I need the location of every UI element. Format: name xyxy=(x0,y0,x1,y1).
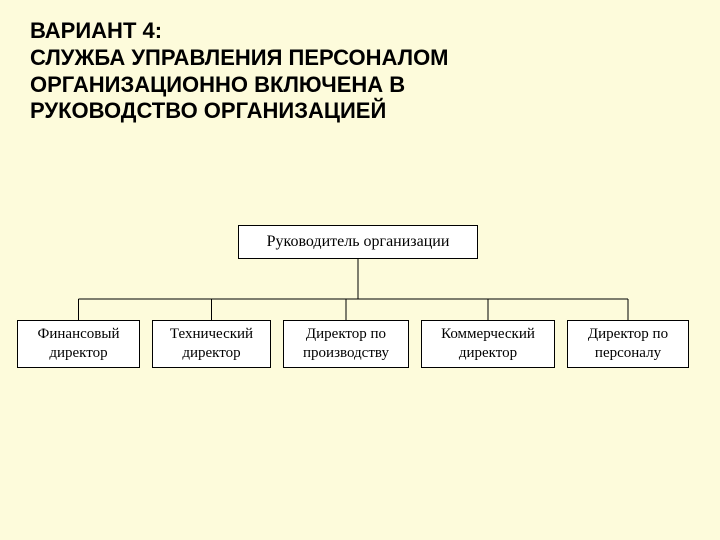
label-line2: производству xyxy=(303,345,389,361)
org-root-node: Руководитель организации xyxy=(238,225,478,259)
org-child-node: Директор по производству xyxy=(283,320,409,368)
label-line1: Технический xyxy=(170,326,253,342)
label-line1: Директор по xyxy=(588,326,668,342)
label-line1: Финансовый xyxy=(38,326,120,342)
title-line: РУКОВОДСТВО ОРГАНИЗАЦИЕЙ xyxy=(30,98,449,125)
org-child-label: Финансовый директор xyxy=(38,325,120,363)
label-line1: Коммерческий xyxy=(441,326,535,342)
org-child-label: Директор по производству xyxy=(303,325,389,363)
label-line2: директор xyxy=(182,345,240,361)
label-line1: Директор по xyxy=(306,326,386,342)
slide-title: ВАРИАНТ 4:СЛУЖБА УПРАВЛЕНИЯ ПЕРСОНАЛОМОР… xyxy=(30,18,449,125)
org-child-label: Технический директор xyxy=(170,325,253,363)
org-child-label: Коммерческий директор xyxy=(441,325,535,363)
title-line: СЛУЖБА УПРАВЛЕНИЯ ПЕРСОНАЛОМ xyxy=(30,45,449,72)
title-line: ОРГАНИЗАЦИОННО ВКЛЮЧЕНА В xyxy=(30,72,449,99)
label-line2: персоналу xyxy=(595,345,661,361)
org-child-node: Директор по персоналу xyxy=(567,320,689,368)
org-child-label: Директор по персоналу xyxy=(588,325,668,363)
label-line2: директор xyxy=(49,345,107,361)
label-line2: директор xyxy=(459,345,517,361)
org-child-node: Коммерческий директор xyxy=(421,320,555,368)
title-line: ВАРИАНТ 4: xyxy=(30,18,449,45)
org-child-node: Финансовый директор xyxy=(17,320,140,368)
org-root-label: Руководитель организации xyxy=(267,233,450,251)
org-child-node: Технический директор xyxy=(152,320,271,368)
slide: ВАРИАНТ 4:СЛУЖБА УПРАВЛЕНИЯ ПЕРСОНАЛОМОР… xyxy=(0,0,720,540)
